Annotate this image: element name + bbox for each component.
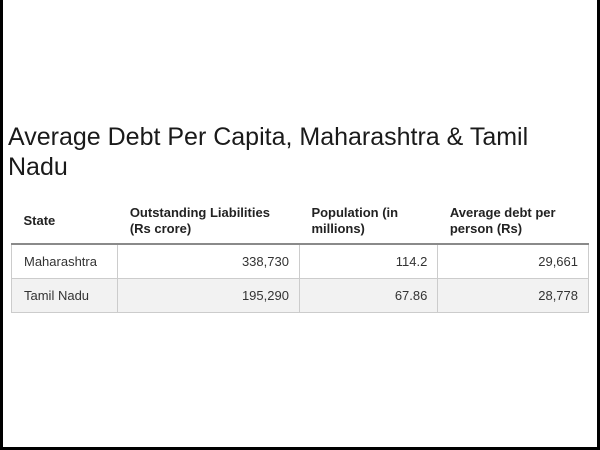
- cell-population: 114.2: [298, 243, 439, 279]
- header-outstanding-liabilities: Outstanding Liabilities (Rs crore): [117, 198, 300, 245]
- cell-population: 67.86: [298, 278, 439, 313]
- header-state: State: [11, 198, 118, 245]
- cell-average-debt: 29,661: [437, 243, 589, 279]
- header-population: Population (in millions): [299, 198, 438, 245]
- header-average-debt: Average debt per person (Rs): [437, 198, 589, 245]
- table-row: Tamil Nadu 195,290 67.86 28,778: [10, 278, 589, 313]
- debt-table: State Outstanding Liabilities (Rs crore)…: [10, 198, 589, 313]
- cell-outstanding-liabilities: 195,290: [117, 278, 300, 313]
- page-title: Average Debt Per Capita, Maharashtra & T…: [8, 123, 529, 181]
- table-row: Maharashtra 338,730 114.2 29,661: [10, 243, 589, 279]
- document-frame: Average Debt Per Capita, Maharashtra & T…: [3, 0, 597, 447]
- cell-average-debt: 28,778: [437, 278, 589, 313]
- table-header-row: State Outstanding Liabilities (Rs crore)…: [11, 198, 589, 245]
- cell-state: Tamil Nadu: [10, 278, 119, 313]
- cell-state: Maharashtra: [10, 243, 119, 279]
- cell-outstanding-liabilities: 338,730: [117, 243, 300, 279]
